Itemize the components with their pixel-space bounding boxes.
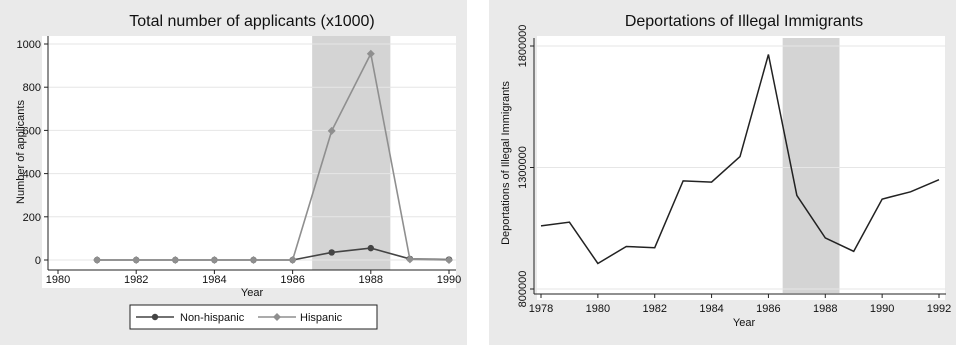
x-tick-label: 1988 (359, 274, 383, 286)
y-axis-label: Deportations of Illegal Immigrants (500, 81, 512, 245)
data-point (366, 49, 375, 58)
shaded-period (782, 38, 840, 293)
x-tick-label: 1982 (124, 274, 148, 286)
deportations-chart-panel: Deportations of Illegal Immigrants Year … (489, 0, 956, 345)
chart-title: Total number of applicants (x1000) (129, 13, 374, 30)
y-tick-label: 800000 (517, 271, 529, 308)
y-axis-label: Number of applicants (15, 100, 27, 204)
x-tick-label: 1980 (46, 274, 70, 286)
y-tick-label: 1800000 (517, 25, 529, 68)
x-axis-label: Year (241, 287, 264, 299)
x-tick-label: 1992 (927, 303, 951, 315)
plot-area (42, 36, 456, 288)
data-point (132, 256, 141, 264)
x-tick-label: 1984 (699, 303, 723, 315)
data-point (405, 255, 414, 264)
chart-title: Deportations of Illegal Immigrants (625, 13, 863, 30)
y-tick-label: 1000 (17, 39, 41, 51)
legend-label: Non-hispanic (180, 312, 245, 324)
data-point (93, 256, 102, 264)
series-line-hispanic (97, 51, 450, 261)
legend-label: Hispanic (300, 312, 343, 324)
x-axis-label: Year (733, 317, 756, 329)
x-tick-label: 1980 (586, 303, 610, 315)
applicants-chart: Total number of applicants (x1000) Year … (15, 13, 461, 330)
y-tick-label: 600 (23, 125, 41, 137)
data-point (171, 256, 180, 264)
y-tick-label: 800 (23, 82, 41, 94)
x-tick-label: 1990 (437, 274, 461, 286)
x-tick-label: 1982 (642, 303, 666, 315)
legend-marker (151, 313, 159, 321)
deportations-chart: Deportations of Illegal Immigrants Year … (500, 13, 951, 329)
y-tick-label: 400 (23, 169, 41, 181)
x-tick-label: 1984 (202, 274, 226, 286)
x-tick-label: 1986 (756, 303, 780, 315)
data-point (445, 256, 453, 264)
data-point (210, 256, 219, 264)
data-point (249, 256, 258, 264)
shaded-period (312, 36, 391, 270)
data-point (367, 244, 374, 252)
y-tick-label: 0 (35, 255, 41, 267)
applicants-chart-panel: Total number of applicants (x1000) Year … (0, 0, 467, 345)
data-point (328, 249, 335, 256)
y-tick-label: 1300000 (517, 146, 529, 189)
y-tick-label: 200 (23, 212, 41, 224)
series-line-deportations (540, 54, 940, 265)
x-tick-label: 1978 (529, 303, 553, 315)
legend-marker (273, 313, 281, 321)
data-point (288, 256, 297, 264)
data-point (327, 126, 336, 135)
x-tick-label: 1986 (280, 274, 304, 286)
x-tick-label: 1988 (813, 303, 837, 315)
x-tick-label: 1990 (870, 303, 894, 315)
